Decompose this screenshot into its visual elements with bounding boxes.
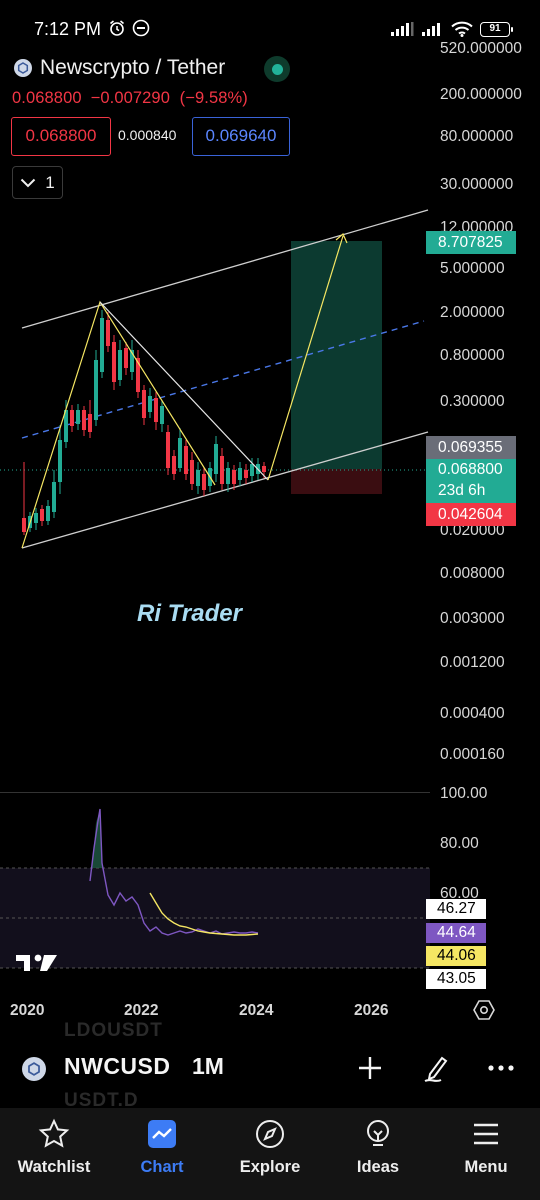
interval-selector[interactable]: 1M (192, 1053, 224, 1079)
symbol-title: Newscrypto / Tether (40, 56, 226, 79)
status-bar: 7:12 PM 91 (0, 0, 540, 58)
rsi-axis-label: 100.00 (440, 785, 488, 802)
price-axis-label: 0.008000 (440, 565, 505, 582)
rsi-tag: 44.06 (426, 946, 486, 966)
last-price: 0.068800 (12, 89, 82, 107)
stop-zone (291, 469, 382, 494)
nav-watchlist[interactable]: Watchlist (0, 1108, 108, 1200)
price-axis-label: 0.800000 (440, 347, 505, 364)
status-icons-right: 91 (391, 21, 513, 37)
symbol-header[interactable]: Newscrypto / Tether (14, 56, 225, 80)
channel-upper-line (21, 209, 429, 329)
battery-icon: 91 (480, 21, 513, 37)
nav-ideas[interactable]: Ideas (324, 1108, 432, 1200)
sell-price-button[interactable]: 0.068800 (11, 117, 111, 156)
nav-watchlist-label: Watchlist (17, 1158, 91, 1176)
price-axis-label: 0.020000 (440, 522, 505, 539)
stop-price-tag: 0.042604 (426, 503, 516, 526)
nav-chart-label: Chart (140, 1158, 184, 1176)
indicators-toggle-button[interactable]: 1 (12, 166, 63, 199)
rsi-tag: 43.05 (426, 969, 486, 989)
coin-logo-icon (14, 59, 32, 77)
channel-lower-line (21, 431, 429, 549)
price-axis-label: 30.000000 (440, 176, 514, 193)
price-change: −0.007290 (90, 89, 170, 107)
last-price-tag: 0.068800 23d 6h (426, 459, 516, 503)
rsi-axis-label: 80.00 (440, 835, 479, 852)
buy-price-button[interactable]: 0.069640 (192, 117, 290, 156)
price-axis-label: 0.000160 (440, 746, 505, 763)
time-axis-label: 2024 (239, 1002, 274, 1019)
rsi-overbought-fill (92, 809, 102, 868)
price-summary: 0.068800 −0.007290 (−9.58%) (12, 89, 248, 108)
projection-line-drawing (267, 235, 344, 481)
market-status-icon[interactable] (264, 56, 290, 82)
bottom-nav: Watchlist Chart Explore Ideas Menu (0, 1108, 540, 1200)
resistance-line-drawing (99, 301, 269, 481)
rsi-tag: 46.27 (426, 899, 486, 919)
wifi-icon (451, 21, 473, 37)
price-axis-label: 80.000000 (440, 128, 514, 145)
price-chart[interactable] (0, 200, 430, 770)
time-axis-label: 2026 (354, 1002, 389, 1019)
price-axis-label: 5.000000 (440, 260, 505, 277)
ghost-symbol-prev: LDOUSDT (64, 1020, 163, 1041)
bar-countdown: 23d 6h (438, 482, 486, 499)
add-icon[interactable] (356, 1054, 384, 1082)
nav-menu-label: Menu (464, 1158, 508, 1176)
no-disturb-icon (132, 19, 150, 37)
target-price-tag: 8.707825 (426, 231, 516, 254)
signal-icon (422, 23, 440, 36)
drawing-tool-icon[interactable] (422, 1054, 452, 1084)
signal-icon (391, 22, 414, 36)
price-axis-label: 0.003000 (440, 610, 505, 627)
symbol-logo-icon (22, 1057, 46, 1081)
line-price-tag: 0.069355 (426, 436, 516, 459)
indicators-count: 1 (45, 172, 55, 192)
time-axis-label: 2022 (124, 1002, 159, 1019)
hamburger-icon (474, 1123, 498, 1145)
watermark-text: Ri Trader (137, 600, 242, 627)
nav-ideas-label: Ideas (356, 1158, 400, 1176)
rsi-tag: 44.64 (426, 923, 486, 943)
status-time: 7:12 PM (34, 19, 102, 39)
more-icon[interactable] (487, 1060, 515, 1076)
rsi-axis-label: 60.00 (440, 885, 479, 902)
chart-icon (148, 1120, 176, 1148)
price-axis-label: 2.000000 (440, 304, 505, 321)
price-axis-label: 200.000000 (440, 86, 522, 103)
alarm-icon (109, 20, 125, 36)
target-zone (291, 241, 382, 469)
status-icons-left (108, 19, 150, 37)
lightbulb-icon (367, 1120, 389, 1146)
time-axis-label: 2020 (10, 1002, 45, 1019)
nav-menu[interactable]: Menu (432, 1108, 540, 1200)
candles (22, 310, 266, 535)
price-axis-label: 0.000400 (440, 705, 505, 722)
price-axis-label: 0.300000 (440, 393, 505, 410)
symbol-selector[interactable]: NWCUSD (64, 1053, 171, 1079)
nav-explore-label: Explore (239, 1158, 301, 1176)
trend-path-drawing (21, 300, 216, 549)
pane-divider[interactable] (0, 792, 430, 793)
compass-icon (256, 1120, 284, 1148)
price-axis-label: 520.000000 (440, 40, 522, 57)
price-axis-label: 0.001200 (440, 654, 505, 671)
ghost-symbol-next: USDT.D (64, 1090, 139, 1111)
rsi-pane[interactable] (0, 793, 430, 993)
chart-settings-icon[interactable] (473, 999, 495, 1021)
nav-chart[interactable]: Chart (108, 1108, 216, 1200)
projection-arrowhead (335, 233, 348, 244)
spread-value: 0.000840 (118, 127, 177, 143)
last-price-value: 0.068800 (438, 461, 503, 478)
tradingview-logo-icon (16, 954, 57, 971)
chevron-down-icon (21, 178, 36, 187)
rsi-line (89, 808, 259, 936)
price-change-pct: (−9.58%) (179, 89, 248, 107)
star-icon (38, 1118, 70, 1148)
nav-explore[interactable]: Explore (216, 1108, 324, 1200)
rsi-ma-line (149, 892, 259, 936)
